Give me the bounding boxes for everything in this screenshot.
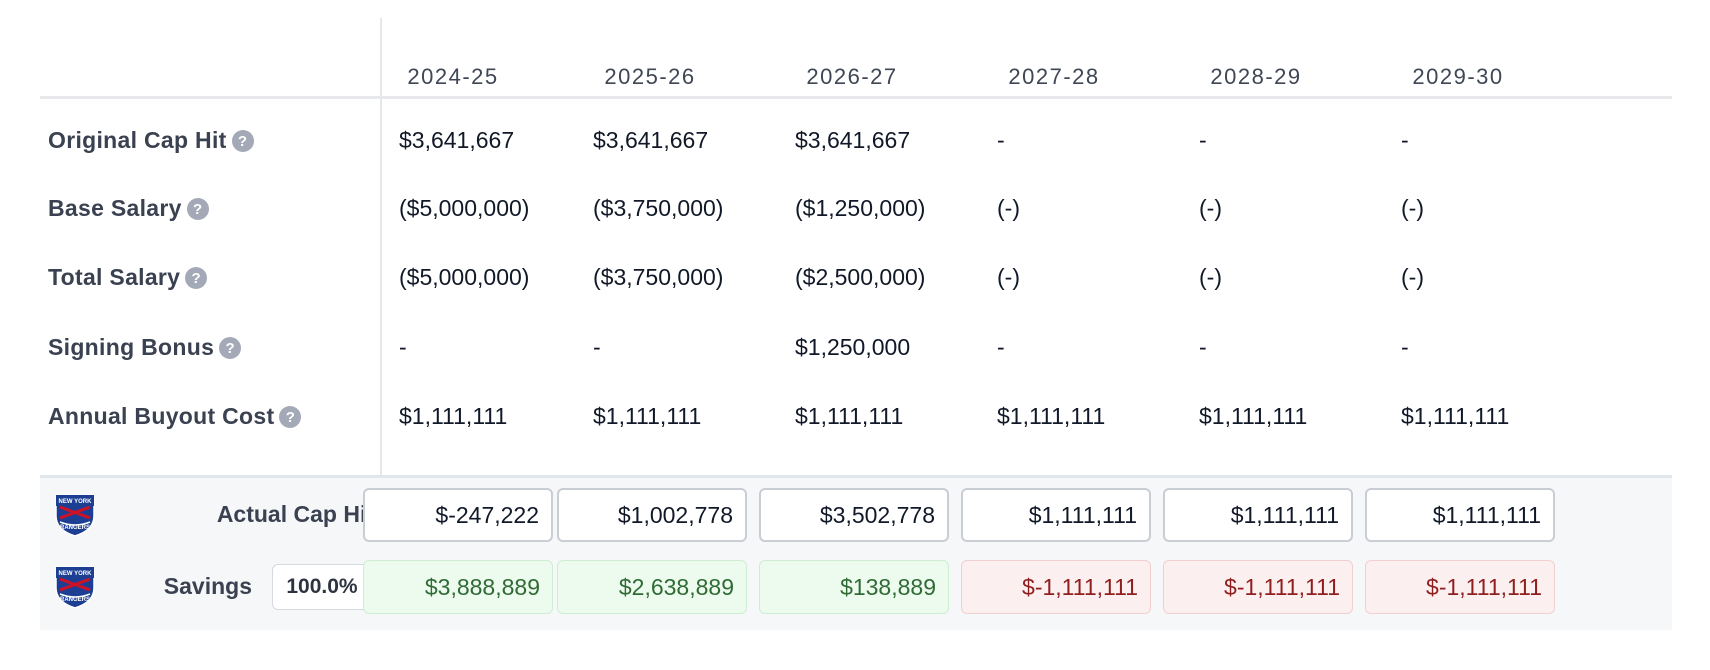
season-header: 2026-27 (806, 64, 898, 89)
help-icon[interactable]: ? (219, 337, 242, 359)
row-label-original-cap-hit: Original Cap Hit (48, 126, 227, 153)
table-row: Annual Buyout Cost ? $1,111,111 $1,111,1… (40, 378, 1672, 454)
table-cell: (-) (997, 194, 1020, 221)
table-cell: - (997, 333, 1005, 360)
table-cell: - (997, 126, 1005, 153)
table-row: Signing Bonus ? - - $1,250,000 - - - (40, 309, 1672, 385)
table-cell: - (1199, 333, 1207, 360)
logo-text-line2: RANGERS (60, 597, 90, 603)
actual-cap-hit-value: $1,111,111 (1163, 488, 1353, 542)
table-cell: $3,641,667 (399, 126, 515, 153)
table-cell: (-) (997, 263, 1020, 290)
table-cell: (-) (1401, 263, 1424, 290)
column-divider (380, 18, 382, 630)
buyout-table: 2024-25 2025-26 2026-27 2027-28 2028-29 … (40, 18, 1672, 630)
savings-value: $-1,111,111 (961, 560, 1151, 614)
table-cell: $3,641,667 (593, 126, 709, 153)
table-cell: - (1401, 126, 1409, 153)
table-cell: ($5,000,000) (399, 263, 530, 290)
table-row: Original Cap Hit ? $3,641,667 $3,641,667… (40, 102, 1672, 178)
table-cell: (-) (1199, 263, 1222, 290)
row-label-annual-buyout-cost: Annual Buyout Cost (48, 402, 275, 429)
help-icon[interactable]: ? (231, 130, 254, 152)
table-cell: (-) (1401, 194, 1424, 221)
actual-cap-hit-row: NEW YORK RANGERS Actual Cap Hit $-247,22… (40, 478, 1672, 550)
savings-value: $-1,111,111 (1365, 560, 1555, 614)
table-cell: ($5,000,000) (399, 194, 530, 221)
results-band: NEW YORK RANGERS Actual Cap Hit $-247,22… (40, 475, 1672, 630)
season-header-row: 2024-25 2025-26 2026-27 2027-28 2028-29 … (40, 18, 1672, 99)
season-header: 2028-29 (1210, 64, 1302, 89)
season-header: 2029-30 (1412, 64, 1504, 89)
savings-value: $138,889 (759, 560, 949, 614)
savings-percent-input[interactable]: 100.0% (272, 564, 372, 610)
table-cell: $3,641,667 (795, 126, 911, 153)
actual-cap-hit-value: $3,502,778 (759, 488, 949, 542)
row-label-signing-bonus: Signing Bonus (48, 333, 215, 360)
savings-row: NEW YORK RANGERS Savings 100.0% $3,888,8… (40, 550, 1672, 622)
table-cell: - (593, 333, 601, 360)
table-cell: $1,250,000 (795, 333, 911, 360)
table-cell: $1,111,111 (997, 402, 1106, 429)
actual-cap-hit-value: $1,002,778 (557, 488, 747, 542)
season-header: 2024-25 (407, 64, 499, 89)
savings-label: Savings (163, 572, 252, 599)
table-cell: ($3,750,000) (593, 263, 724, 290)
table-row: Total Salary ? ($5,000,000) ($3,750,000)… (40, 239, 1672, 315)
logo-text-line1: NEW YORK (59, 571, 93, 577)
table-cell: $1,111,111 (1401, 402, 1510, 429)
row-label-total-salary: Total Salary (48, 263, 181, 290)
help-icon[interactable]: ? (186, 198, 209, 220)
season-header: 2027-28 (1008, 64, 1100, 89)
logo-text-line2: RANGERS (60, 525, 90, 531)
actual-cap-hit-value: $-247,222 (363, 488, 553, 542)
help-icon[interactable]: ? (185, 267, 208, 289)
table-cell: ($3,750,000) (593, 194, 724, 221)
table-cell: ($1,250,000) (795, 194, 926, 221)
logo-text-line1: NEW YORK (59, 499, 93, 505)
table-cell: ($2,500,000) (795, 263, 926, 290)
actual-cap-hit-value: $1,111,111 (961, 488, 1151, 542)
rangers-shield-logo-icon: NEW YORK RANGERS (55, 494, 95, 537)
savings-value: $-1,111,111 (1163, 560, 1353, 614)
season-header: 2025-26 (604, 64, 696, 89)
table-cell: - (1199, 126, 1207, 153)
table-cell: $1,111,111 (399, 402, 508, 429)
help-icon[interactable]: ? (279, 406, 302, 428)
table-row: Base Salary ? ($5,000,000) ($3,750,000) … (40, 170, 1672, 246)
table-cell: (-) (1199, 194, 1222, 221)
savings-value: $2,638,889 (557, 560, 747, 614)
table-cell: - (399, 333, 407, 360)
row-label-base-salary: Base Salary (48, 194, 182, 221)
actual-cap-hit-label: Actual Cap Hit (216, 500, 374, 527)
rangers-shield-logo-icon: NEW YORK RANGERS (55, 566, 95, 609)
actual-cap-hit-value: $1,111,111 (1365, 488, 1555, 542)
savings-value: $3,888,889 (363, 560, 553, 614)
table-cell: $1,111,111 (593, 402, 702, 429)
table-cell: - (1401, 333, 1409, 360)
table-cell: $1,111,111 (1199, 402, 1308, 429)
table-cell: $1,111,111 (795, 402, 904, 429)
